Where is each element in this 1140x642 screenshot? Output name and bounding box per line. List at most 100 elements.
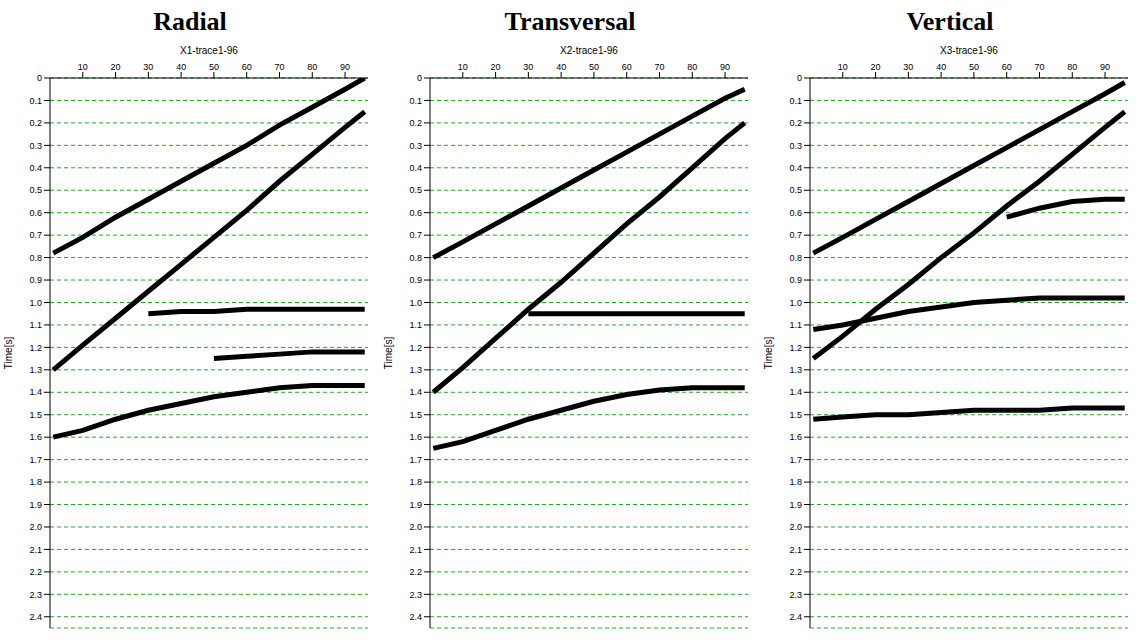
svg-text:2.2: 2.2 <box>29 567 42 577</box>
svg-text:1.4: 1.4 <box>789 387 802 397</box>
svg-text:0: 0 <box>797 73 802 83</box>
svg-text:80: 80 <box>687 62 697 72</box>
svg-text:Time[s]: Time[s] <box>3 337 14 370</box>
svg-text:1.3: 1.3 <box>789 365 802 375</box>
svg-text:0.1: 0.1 <box>789 96 802 106</box>
svg-text:2.4: 2.4 <box>789 612 802 622</box>
svg-text:1.0: 1.0 <box>789 298 802 308</box>
svg-text:0.9: 0.9 <box>789 275 802 285</box>
svg-text:0.6: 0.6 <box>409 208 422 218</box>
svg-text:70: 70 <box>654 62 664 72</box>
svg-text:1.2: 1.2 <box>789 343 802 353</box>
svg-text:40: 40 <box>936 62 946 72</box>
svg-text:0.3: 0.3 <box>409 141 422 151</box>
svg-text:2.4: 2.4 <box>29 612 42 622</box>
svg-text:0.8: 0.8 <box>29 253 42 263</box>
svg-text:1.0: 1.0 <box>409 298 422 308</box>
svg-text:0.4: 0.4 <box>789 163 802 173</box>
svg-text:0.5: 0.5 <box>789 185 802 195</box>
svg-text:2.1: 2.1 <box>789 545 802 555</box>
svg-text:1.0: 1.0 <box>29 298 42 308</box>
svg-text:2.3: 2.3 <box>409 590 422 600</box>
svg-text:2.2: 2.2 <box>789 567 802 577</box>
svg-text:2.3: 2.3 <box>789 590 802 600</box>
svg-text:1.4: 1.4 <box>29 387 42 397</box>
svg-text:20: 20 <box>871 62 881 72</box>
svg-text:0.7: 0.7 <box>789 230 802 240</box>
svg-text:20: 20 <box>111 62 121 72</box>
svg-text:90: 90 <box>720 62 730 72</box>
svg-text:1.8: 1.8 <box>29 477 42 487</box>
svg-text:0.9: 0.9 <box>409 275 422 285</box>
svg-text:0.9: 0.9 <box>29 275 42 285</box>
svg-text:1.7: 1.7 <box>29 455 42 465</box>
svg-text:0.3: 0.3 <box>29 141 42 151</box>
svg-text:1.1: 1.1 <box>29 320 42 330</box>
svg-text:70: 70 <box>1034 62 1044 72</box>
svg-text:30: 30 <box>143 62 153 72</box>
svg-text:0.1: 0.1 <box>409 96 422 106</box>
svg-text:2.0: 2.0 <box>409 522 422 532</box>
svg-text:1.9: 1.9 <box>29 500 42 510</box>
svg-text:1.7: 1.7 <box>789 455 802 465</box>
svg-text:0.2: 0.2 <box>789 118 802 128</box>
svg-text:0.5: 0.5 <box>29 185 42 195</box>
svg-text:0.1: 0.1 <box>29 96 42 106</box>
svg-text:90: 90 <box>340 62 350 72</box>
svg-text:40: 40 <box>556 62 566 72</box>
svg-text:1.2: 1.2 <box>29 343 42 353</box>
svg-text:1.3: 1.3 <box>29 365 42 375</box>
svg-text:1.3: 1.3 <box>409 365 422 375</box>
svg-text:50: 50 <box>969 62 979 72</box>
svg-text:2.1: 2.1 <box>29 545 42 555</box>
svg-text:1.2: 1.2 <box>409 343 422 353</box>
svg-text:0.5: 0.5 <box>409 185 422 195</box>
svg-text:80: 80 <box>1067 62 1077 72</box>
svg-text:1.6: 1.6 <box>789 432 802 442</box>
svg-text:1.6: 1.6 <box>409 432 422 442</box>
svg-text:30: 30 <box>523 62 533 72</box>
svg-text:Time[s]: Time[s] <box>383 337 394 370</box>
svg-text:0.6: 0.6 <box>789 208 802 218</box>
svg-text:2.4: 2.4 <box>409 612 422 622</box>
svg-text:0.2: 0.2 <box>409 118 422 128</box>
svg-text:2.3: 2.3 <box>29 590 42 600</box>
svg-text:30: 30 <box>903 62 913 72</box>
svg-text:1.8: 1.8 <box>789 477 802 487</box>
svg-text:80: 80 <box>307 62 317 72</box>
svg-text:0.4: 0.4 <box>409 163 422 173</box>
svg-text:60: 60 <box>242 62 252 72</box>
svg-text:50: 50 <box>589 62 599 72</box>
svg-text:10: 10 <box>838 62 848 72</box>
svg-text:Time[s]: Time[s] <box>763 337 774 370</box>
svg-text:2.1: 2.1 <box>409 545 422 555</box>
svg-text:0.7: 0.7 <box>29 230 42 240</box>
svg-text:2.0: 2.0 <box>789 522 802 532</box>
svg-text:1.5: 1.5 <box>29 410 42 420</box>
svg-text:10: 10 <box>78 62 88 72</box>
svg-text:1.9: 1.9 <box>409 500 422 510</box>
svg-text:1.4: 1.4 <box>409 387 422 397</box>
svg-text:50: 50 <box>209 62 219 72</box>
svg-text:1.5: 1.5 <box>409 410 422 420</box>
svg-text:1.7: 1.7 <box>409 455 422 465</box>
svg-text:0: 0 <box>37 73 42 83</box>
svg-text:0.7: 0.7 <box>409 230 422 240</box>
svg-text:10: 10 <box>458 62 468 72</box>
svg-text:0.3: 0.3 <box>789 141 802 151</box>
svg-text:40: 40 <box>176 62 186 72</box>
svg-text:70: 70 <box>274 62 284 72</box>
svg-text:1.6: 1.6 <box>29 432 42 442</box>
svg-text:0.6: 0.6 <box>29 208 42 218</box>
svg-text:1.1: 1.1 <box>789 320 802 330</box>
svg-text:60: 60 <box>622 62 632 72</box>
svg-text:1.1: 1.1 <box>409 320 422 330</box>
svg-text:2.0: 2.0 <box>29 522 42 532</box>
svg-text:0.4: 0.4 <box>29 163 42 173</box>
svg-text:60: 60 <box>1002 62 1012 72</box>
svg-text:0: 0 <box>417 73 422 83</box>
svg-text:90: 90 <box>1100 62 1110 72</box>
svg-text:1.8: 1.8 <box>409 477 422 487</box>
svg-text:1.5: 1.5 <box>789 410 802 420</box>
svg-text:2.2: 2.2 <box>409 567 422 577</box>
